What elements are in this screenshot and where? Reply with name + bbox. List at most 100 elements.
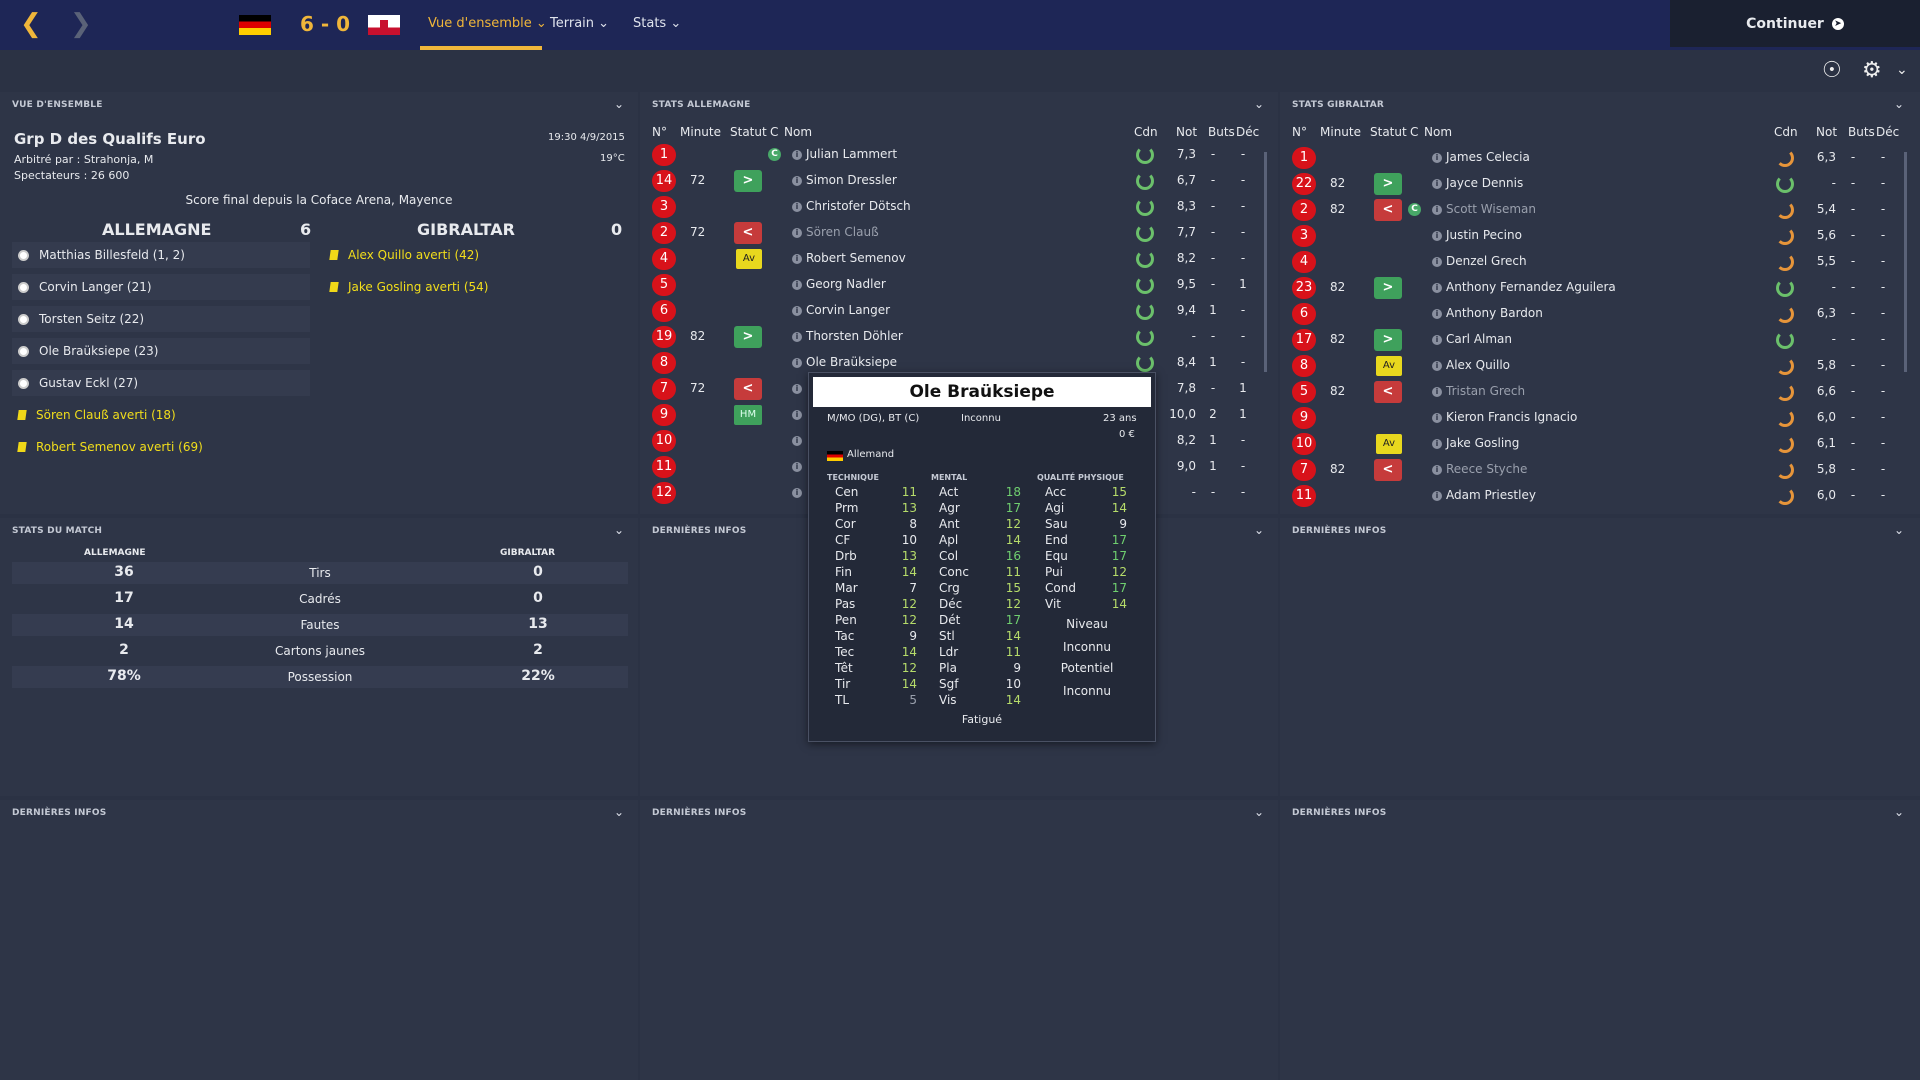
info-icon[interactable]: i (1432, 491, 1442, 501)
continue-button[interactable]: Continuer ➤ (1670, 0, 1920, 47)
player-number-badge: 9 (652, 404, 676, 426)
home-label: ALLEMAGNE (84, 548, 146, 558)
table-row[interactable]: 19 82 > i Thorsten Döhler - - - (640, 325, 1260, 349)
player-number-badge: 1 (1292, 147, 1316, 169)
assists: - (1880, 358, 1886, 372)
info-icon[interactable]: i (1432, 309, 1442, 319)
player-number-badge: 5 (652, 274, 676, 296)
info-icon[interactable]: i (1432, 257, 1442, 267)
info-icon[interactable]: i (792, 280, 802, 290)
attribute-label: Vis (939, 693, 957, 707)
table-row[interactable]: 9 i Kieron Francis Ignacio 6,0- - (1280, 406, 1900, 430)
info-icon[interactable]: i (1432, 413, 1442, 423)
info-icon[interactable]: i (792, 332, 802, 342)
info-icon[interactable]: i (792, 488, 802, 498)
info-icon[interactable]: i (792, 306, 802, 316)
table-row[interactable]: 23 82 > i Anthony Fernandez Aguilera - - - (1280, 276, 1900, 300)
table-row[interactable]: 4 i Denzel Grech 5,5- - (1280, 250, 1900, 274)
table-row[interactable]: 5 i Georg Nadler 9,5- 1 (640, 273, 1260, 297)
info-icon[interactable]: i (792, 462, 802, 472)
attribute-value: 14 (1111, 597, 1127, 611)
chevron-down-icon[interactable]: ⌄ (1896, 62, 1908, 78)
table-row[interactable]: 5 82 < i Tristan Grech 6,6- - (1280, 380, 1900, 404)
table-row[interactable]: 17 82 > i Carl Alman - - - (1280, 328, 1900, 352)
info-icon[interactable]: i (1432, 153, 1442, 163)
info-icon[interactable]: i (1432, 283, 1442, 293)
player-number-badge: 23 (1292, 277, 1316, 299)
tab-overview[interactable]: Vue d'ensemble ⌄ (428, 16, 547, 31)
player-number-badge: 7 (652, 378, 676, 400)
player-number-badge: 7 (1292, 459, 1316, 481)
home-value: 78% (107, 668, 141, 684)
info-icon[interactable]: i (792, 228, 802, 238)
info-icon[interactable]: i (792, 358, 802, 368)
panel-title: STATS ALLEMAGNE (652, 100, 751, 110)
forward-arrow-icon[interactable]: ❯ (70, 9, 92, 39)
info-icon[interactable]: i (792, 176, 802, 186)
table-row[interactable]: 3 i Justin Pecino 5,6- - (1280, 224, 1900, 248)
table-row[interactable]: 1 i James Celecia 6,3- - (1280, 146, 1900, 170)
scrollbar[interactable] (1264, 152, 1267, 372)
chevron-down-icon[interactable]: ⌄ (1254, 805, 1265, 819)
info-icon[interactable]: i (792, 436, 802, 446)
table-row[interactable]: 12 i - - - (640, 481, 1260, 505)
info-icon[interactable]: i (1432, 361, 1442, 371)
record-icon[interactable]: ☉ (1822, 58, 1842, 83)
rating: 6,6 (1816, 384, 1836, 398)
info-icon[interactable]: i (1432, 465, 1442, 475)
info-icon[interactable]: i (792, 150, 802, 160)
table-row[interactable]: 6 i Anthony Bardon 6,3- - (1280, 302, 1900, 326)
table-row[interactable]: 8 i Ole Braüksiepe 8,4 1 - (640, 351, 1260, 375)
assists: - (1240, 459, 1246, 473)
condition-icon (1776, 383, 1794, 401)
info-icon[interactable]: i (792, 384, 802, 394)
table-row[interactable]: 22 82 > i Jayce Dennis - - - (1280, 172, 1900, 196)
chevron-down-icon[interactable]: ⌄ (614, 97, 625, 111)
chevron-down-icon[interactable]: ⌄ (614, 805, 625, 819)
chevron-down-icon[interactable]: ⌄ (614, 523, 625, 537)
info-icon[interactable]: i (792, 254, 802, 264)
table-row[interactable]: 7 72 < i 7,8- 1 (640, 377, 1260, 401)
info-icon[interactable]: i (792, 410, 802, 420)
table-row[interactable]: 10 i 8,2 1 - (640, 429, 1260, 453)
tab-terrain[interactable]: Terrain ⌄ (550, 16, 609, 31)
table-row[interactable]: 2 72 < i Sören Clauß 7,7- - (640, 221, 1260, 245)
table-row[interactable]: 11 i Adam Priestley 6,0- - (1280, 484, 1900, 508)
info-icon[interactable]: i (1432, 179, 1442, 189)
info-icon[interactable]: i (1432, 387, 1442, 397)
info-icon[interactable]: i (1432, 335, 1442, 345)
player-number-badge: 4 (652, 248, 676, 270)
chevron-down-icon[interactable]: ⌄ (1254, 523, 1265, 537)
info-icon[interactable]: i (1432, 439, 1442, 449)
table-row[interactable]: 9 HM i 10,0 2 1 (640, 403, 1260, 427)
info-icon[interactable]: i (792, 202, 802, 212)
tab-stats[interactable]: Stats ⌄ (633, 16, 681, 31)
chevron-down-icon[interactable]: ⌄ (1894, 97, 1905, 111)
goals: - (1850, 358, 1856, 372)
rating: 9,5 (1176, 277, 1196, 291)
chevron-down-icon[interactable]: ⌄ (1894, 523, 1905, 537)
scrollbar[interactable] (1904, 152, 1907, 372)
stat-label: Cartons jaunes (275, 644, 365, 658)
rating: 8,2 (1176, 433, 1196, 447)
header-condition: Cdn (1134, 125, 1158, 139)
table-row[interactable]: 7 82 < i Reece Styche 5,8- - (1280, 458, 1900, 482)
chevron-down-icon[interactable]: ⌄ (1894, 805, 1905, 819)
chevron-down-icon[interactable]: ⌄ (1254, 97, 1265, 111)
attribute-value: 13 (901, 549, 917, 563)
table-row[interactable]: 8 Av i Alex Quillo 5,8- - (1280, 354, 1900, 378)
table-row[interactable]: 3 i Christofer Dötsch 8,3- - (640, 195, 1260, 219)
info-icon[interactable]: i (1432, 205, 1442, 215)
table-row[interactable]: 6 i Corvin Langer 9,4 1 - (640, 299, 1260, 323)
assists: - (1880, 462, 1886, 476)
info-icon[interactable]: i (1432, 231, 1442, 241)
table-row[interactable]: 11 i 9,0 1 - (640, 455, 1260, 479)
back-arrow-icon[interactable]: ❮ (20, 9, 42, 39)
rating: 5,6 (1816, 228, 1836, 242)
table-row[interactable]: 14 72 > i Simon Dressler 6,7- - (640, 169, 1260, 193)
table-row[interactable]: 10 Av i Jake Gosling 6,1- - (1280, 432, 1900, 456)
gear-icon[interactable]: ⚙ (1862, 58, 1882, 83)
table-row[interactable]: 4 Av i Robert Semenov 8,2- - (640, 247, 1260, 271)
